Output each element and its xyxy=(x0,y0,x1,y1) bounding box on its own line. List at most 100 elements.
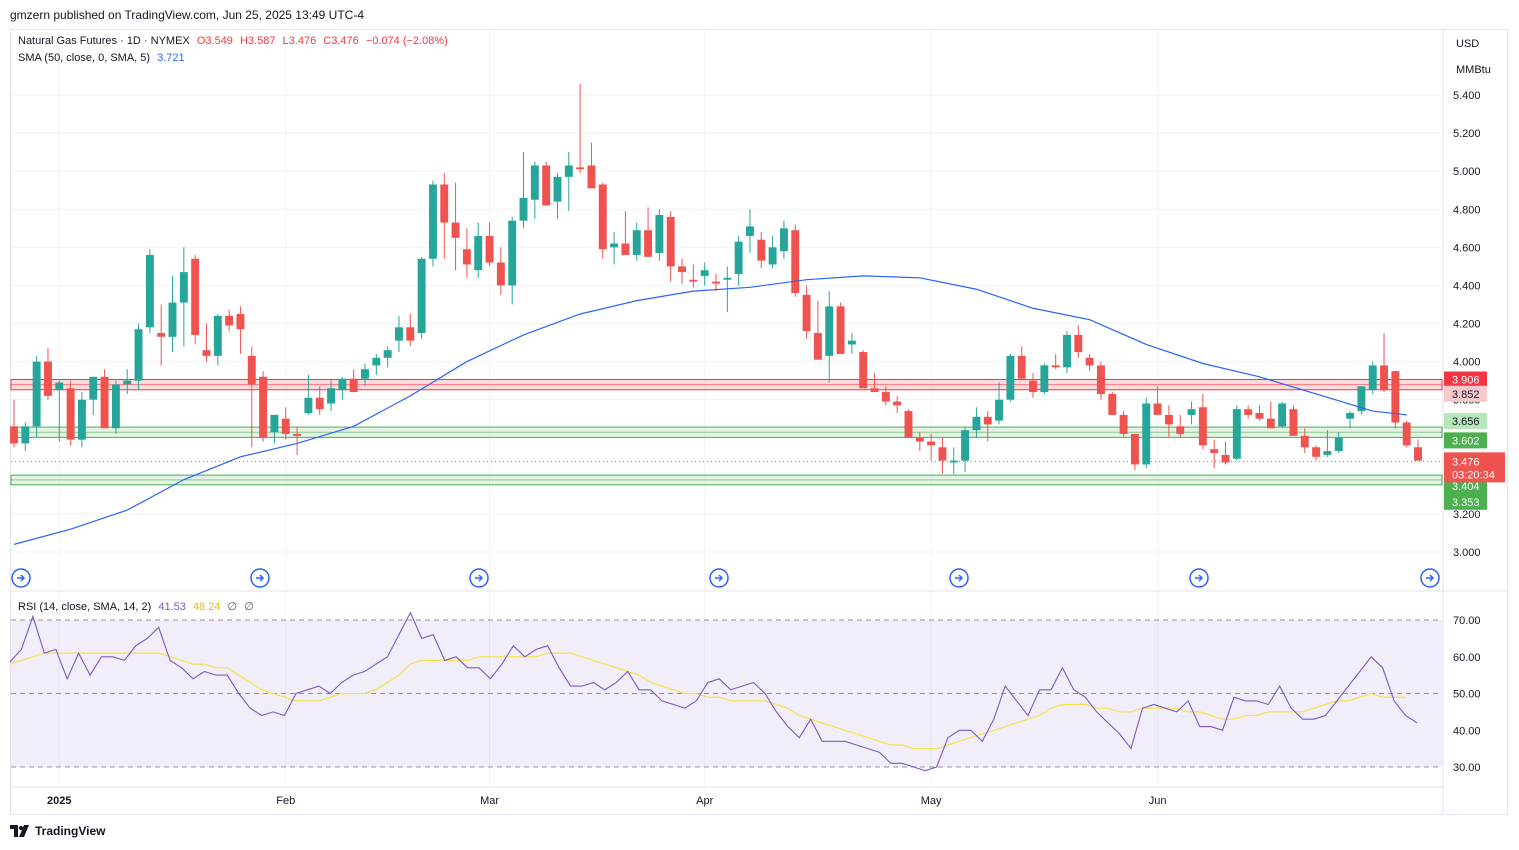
main-legend: Natural Gas Futures · 1D · NYMEX O3.549 … xyxy=(18,35,452,47)
time-tick-label: Feb xyxy=(276,795,295,807)
resistance-low-label: 3.852 xyxy=(1452,389,1480,401)
candle-up xyxy=(1063,334,1071,368)
candle-up xyxy=(304,397,313,413)
candle-down xyxy=(983,416,992,425)
candle-down xyxy=(247,355,256,385)
candle-up xyxy=(123,380,132,385)
candle-down xyxy=(1414,447,1422,461)
price-tick-label: 5.000 xyxy=(1453,166,1481,178)
tradingview-brand[interactable]: TradingView xyxy=(10,824,105,838)
candle-down xyxy=(1164,414,1173,425)
candle-up xyxy=(213,315,222,356)
sma-value: 3.721 xyxy=(157,52,185,64)
candle-down xyxy=(1244,409,1253,415)
rsi-extra-1: ∅ xyxy=(227,601,238,613)
candle-down xyxy=(893,401,902,406)
candle-up xyxy=(723,277,732,280)
open-value: O3.549 xyxy=(196,35,233,47)
candle-down xyxy=(10,426,18,444)
candle-down xyxy=(485,235,494,263)
candle-up xyxy=(564,165,573,177)
candle-up xyxy=(961,430,970,461)
candle-up xyxy=(338,378,347,391)
candle-down xyxy=(66,388,75,440)
candle-down xyxy=(1402,422,1411,446)
tradingview-logo-icon xyxy=(10,825,29,837)
candle-down xyxy=(1029,380,1037,393)
candle-down xyxy=(1153,403,1162,415)
candle-down xyxy=(757,239,766,261)
candle-up xyxy=(270,414,279,433)
candle-down xyxy=(870,388,879,393)
brand-label: TradingView xyxy=(35,824,106,838)
candle-down xyxy=(927,441,936,446)
candle-up xyxy=(55,382,64,391)
rsi-sma-line xyxy=(9,652,1406,750)
candle-up xyxy=(825,306,834,356)
resistance-high-label-bg xyxy=(1444,371,1487,388)
rsi-tick-label: 30.00 xyxy=(1453,762,1481,774)
candle-up xyxy=(372,357,381,366)
price-tick-label: 5.400 xyxy=(1453,90,1481,102)
candle-up xyxy=(995,399,1004,421)
candle-down xyxy=(202,350,211,356)
candle-down xyxy=(689,279,698,282)
rsi-sma-value: 48.24 xyxy=(192,601,221,613)
rsi-extra-2: ∅ xyxy=(244,601,254,613)
resistance-low-label-bg xyxy=(1444,385,1487,402)
candle-down xyxy=(496,262,505,286)
support-upper-high-label: 3.656 xyxy=(1452,416,1480,428)
candle-down xyxy=(904,411,913,438)
candle-down xyxy=(1051,365,1060,368)
price-tick-label: 4.200 xyxy=(1453,319,1481,331)
publisher-caption: gmzern published on TradingView.com, Jun… xyxy=(10,8,364,22)
symbol-label: Natural Gas Futures · 1D · NYMEX xyxy=(18,35,190,47)
candle-up xyxy=(972,416,981,431)
candle-down xyxy=(236,313,245,330)
candle-up xyxy=(428,184,437,259)
candle-down xyxy=(1266,418,1275,429)
candle-down xyxy=(1130,433,1139,465)
candle-up xyxy=(134,329,143,381)
sma-50-line xyxy=(13,275,1407,545)
event-arrow-icon xyxy=(1195,574,1204,582)
candle-up xyxy=(1187,409,1196,415)
rsi-tick-label: 70.00 xyxy=(1453,615,1481,627)
candle-up xyxy=(395,327,403,341)
candle-down xyxy=(44,361,52,396)
candle-down xyxy=(191,258,200,335)
candle-up xyxy=(168,302,177,337)
candle-down xyxy=(542,165,551,206)
candle-down xyxy=(1097,365,1105,394)
unit-label[interactable]: MMBtu xyxy=(1456,64,1491,76)
event-arrow-icon xyxy=(715,574,724,582)
currency-label[interactable]: USD xyxy=(1456,38,1480,50)
rsi-tick-label: 60.00 xyxy=(1453,652,1481,664)
rsi-tick-label: 50.00 xyxy=(1453,689,1481,701)
price-tick-label: 4.400 xyxy=(1453,280,1481,292)
event-arrow-icon xyxy=(17,574,26,582)
candle-down xyxy=(621,243,630,255)
candle-up xyxy=(1278,403,1287,427)
support-lower-low-label-bg xyxy=(1444,493,1487,510)
candle-down xyxy=(836,306,845,354)
candle-up xyxy=(847,340,856,345)
candle-up xyxy=(734,241,743,274)
candle-down xyxy=(349,378,358,393)
candle-down xyxy=(406,327,415,341)
price-tick-label: 4.800 xyxy=(1453,204,1481,216)
candle-up xyxy=(383,350,392,358)
candle-up xyxy=(655,214,664,254)
candle-down xyxy=(1312,447,1321,457)
candle-up xyxy=(327,388,335,404)
time-tick-label: 2025 xyxy=(47,795,71,807)
candle-down xyxy=(915,437,924,442)
candle-up xyxy=(32,361,41,427)
candle-down xyxy=(315,397,324,410)
candle-up xyxy=(530,165,539,200)
candle-down xyxy=(791,230,800,294)
candle-up xyxy=(632,230,641,255)
price-tick-label: 4.600 xyxy=(1453,242,1481,254)
countdown-label: 03:20:34 xyxy=(1452,469,1495,481)
